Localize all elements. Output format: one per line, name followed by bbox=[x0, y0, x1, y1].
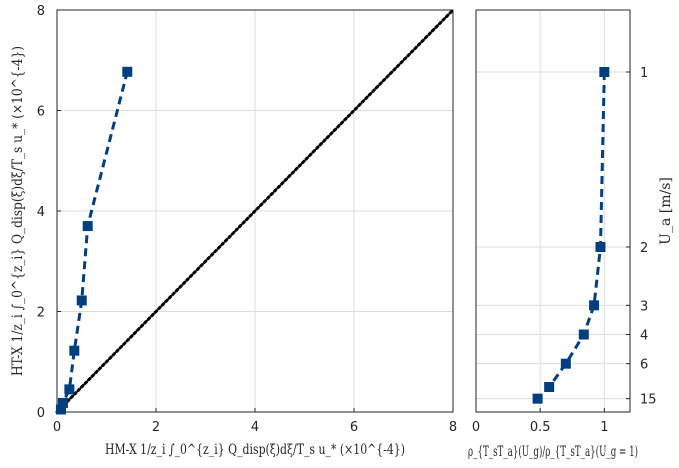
data-point bbox=[544, 382, 555, 392]
left-x-axis-label: HM-X 1/z_i ∫_0^{z_i} Q_disp(ξ)dξ/T_s u_*… bbox=[105, 442, 405, 458]
left-tick-labels: 0 2 4 6 8 0 2 4 6 8 bbox=[37, 4, 457, 435]
y-tick-label: 0 bbox=[37, 406, 45, 421]
x-tick-label: 6 bbox=[350, 420, 358, 435]
series-line bbox=[536, 71, 606, 400]
x-tick-label: 2 bbox=[152, 420, 160, 435]
y-tick-label: 4 bbox=[37, 205, 45, 220]
data-point bbox=[57, 397, 68, 408]
data-point bbox=[589, 300, 600, 311]
series-line bbox=[59, 71, 129, 410]
left-plot-frame bbox=[56, 9, 454, 413]
data-point bbox=[69, 345, 80, 356]
data-point bbox=[578, 329, 589, 340]
y-tick-label: 6 bbox=[37, 105, 45, 120]
data-point bbox=[64, 384, 75, 395]
x-tick-label: 0 bbox=[472, 420, 480, 435]
x-tick-label: 4 bbox=[251, 420, 259, 435]
left-marks bbox=[55, 8, 455, 415]
right-plot-frame bbox=[475, 9, 631, 413]
data-point bbox=[76, 295, 87, 306]
y-tick-label: 4 bbox=[640, 329, 648, 344]
x-tick-label: 8 bbox=[449, 420, 457, 435]
y-tick-label: 1 bbox=[640, 66, 648, 81]
y-tick-label: 3 bbox=[640, 299, 648, 314]
y-tick-label: 8 bbox=[37, 4, 45, 19]
x-tick-label: 1 bbox=[600, 420, 608, 435]
right-tick-labels: 0 0.5 1 1 2 3 4 6 15 bbox=[472, 66, 657, 435]
right-y-axis-label: U_a [m/s] bbox=[658, 177, 674, 245]
x-tick-label: 0 bbox=[53, 420, 61, 435]
left-y-axis-label: HT-X 1/z_i ∫_0^{z_i} Q_disp(ξ)dξ/T_s u_*… bbox=[10, 46, 26, 376]
data-point bbox=[82, 221, 93, 232]
y-tick-label: 2 bbox=[640, 241, 648, 256]
data-point bbox=[55, 404, 66, 415]
data-point bbox=[595, 242, 606, 252]
data-point bbox=[599, 67, 610, 77]
y-tick-label: 2 bbox=[37, 306, 45, 321]
y-tick-label: 6 bbox=[640, 358, 648, 373]
reference-line-1to1 bbox=[55, 8, 455, 414]
x-tick-label: 0.5 bbox=[530, 420, 551, 435]
left-panel: 0 2 4 6 8 0 2 4 6 8 bbox=[37, 4, 457, 435]
data-point bbox=[532, 393, 543, 404]
data-point bbox=[122, 66, 133, 77]
right-x-axis-label: ρ_{T_sT_a}(U_g)/ρ_{T_sT_a}(U_g = 1) bbox=[468, 444, 638, 460]
data-point bbox=[560, 358, 571, 369]
y-tick-label: 15 bbox=[640, 393, 657, 408]
right-panel: 0 0.5 1 1 2 3 4 6 15 bbox=[472, 9, 657, 435]
right-marks bbox=[532, 67, 610, 404]
